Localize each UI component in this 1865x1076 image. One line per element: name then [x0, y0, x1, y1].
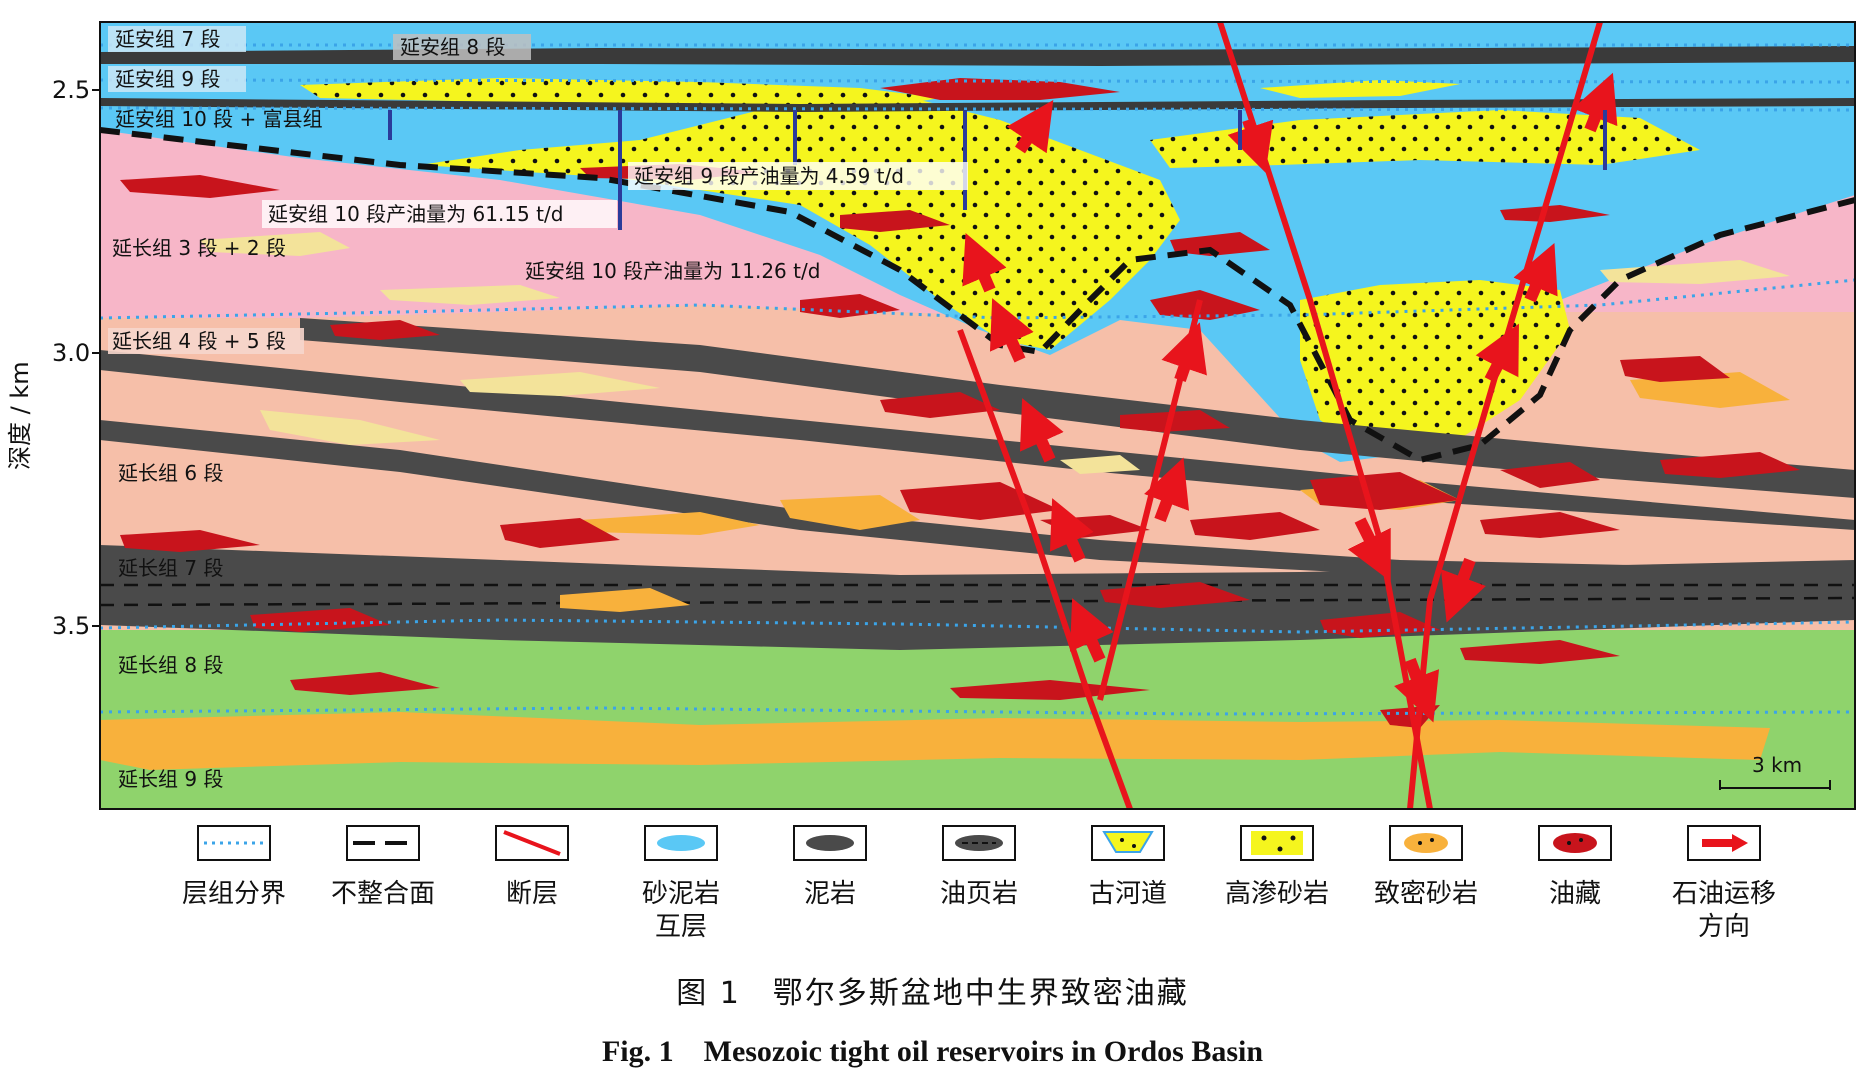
oil-reservoirs: [120, 78, 1800, 728]
section-frame: [99, 21, 1856, 810]
figure-caption-cn: 图 1 鄂尔多斯盆地中生界致密油藏: [676, 976, 1189, 1011]
legend-label-unconformity: 不整合面: [331, 879, 435, 909]
layer-label-yanan-7: 延安组 7 段: [115, 27, 220, 51]
mudstone-band-yanan8: [100, 46, 1855, 66]
migration-arrows: [962, 72, 1618, 723]
section-body: 延安组 7 段 延安组 8 段 延安组 9 段 延安组 10 段 + 富县组 延…: [100, 22, 1855, 809]
legend-high-perm: [1240, 825, 1314, 861]
legend-reservoir: [1538, 825, 1612, 861]
layer-label-yanchang-4-5: 延长组 4 段 + 5 段: [112, 329, 286, 353]
y-tick-3.5: 3.5: [52, 612, 90, 640]
legend-label-migration-2: 方向: [1698, 912, 1750, 942]
annotation-well-2: 延安组 9 段产油量为 4.59 t/d: [634, 164, 904, 188]
y-tick-2.5: 2.5: [52, 76, 90, 104]
legend-fault: [495, 825, 569, 861]
legend-label-high-perm: 高渗砂岩: [1225, 879, 1329, 909]
legend-label-migration: 石油运移: [1672, 879, 1776, 909]
y-axis-label: 深度 / km: [6, 361, 34, 470]
layer-label-yanchang-3-2: 延长组 3 段 + 2 段: [112, 236, 286, 260]
legend-label-sand-mud-2: 互层: [655, 912, 707, 942]
layer-label-yanan-9: 延安组 9 段: [115, 67, 220, 91]
annotation-well-3: 延安组 10 段产油量为 11.26 t/d: [525, 259, 820, 283]
oil-shale-dashes: [100, 583, 1855, 607]
layer-label-yanchang-6: 延长组 6 段: [118, 461, 223, 485]
legend-tight: [1389, 825, 1463, 861]
wells: [388, 110, 1607, 230]
figure-caption-en: Fig. 1 Mesozoic tight oil reservoirs in …: [601, 1035, 1264, 1068]
legend-label-tight: 致密砂岩: [1374, 879, 1478, 909]
legend-migration: [1687, 825, 1761, 861]
layer-label-yanchang-7: 延长组 7 段: [118, 556, 223, 580]
scale-bar-label: 3 km: [1752, 753, 1802, 777]
legend-label-reservoir: 油藏: [1549, 879, 1601, 909]
layer-label-yanchang-9: 延长组 9 段: [118, 767, 223, 791]
depth-axis: 2.5 3.0 3.5 深度 / km: [6, 76, 100, 640]
legend: 层组分界 不整合面 断层 砂泥岩 互层 泥岩 油页岩 古河道 高渗砂岩 致密砂岩…: [182, 825, 1776, 942]
pale-sand-lenses: [200, 232, 1790, 474]
unconformity-line: [100, 127, 1855, 464]
y-tick-3.0: 3.0: [52, 339, 90, 367]
legend-paleochannel: [1091, 825, 1165, 861]
annotation-well-1: 延安组 10 段产油量为 61.15 t/d: [268, 202, 563, 226]
legend-label-sand-mud: 砂泥岩: [642, 879, 720, 909]
legend-mudstone: [793, 825, 867, 861]
legend-label-mudstone: 泥岩: [804, 879, 856, 909]
yanan9-sand-east: [1260, 80, 1460, 98]
legend-sand-mud: [644, 825, 718, 861]
legend-label-oil-shale: 油页岩: [940, 879, 1018, 909]
layer-label-yanchang-8: 延长组 8 段: [118, 653, 223, 677]
legend-label-paleochannel: 古河道: [1089, 879, 1167, 909]
mudstone-band-yanan10: [100, 98, 1855, 112]
legend-boundary: [197, 825, 271, 861]
layer-label-yanan-8: 延安组 8 段: [400, 35, 505, 59]
legend-label-boundary: 层组分界: [182, 879, 286, 909]
legend-label-fault: 断层: [506, 879, 558, 909]
legend-oil-shale: [942, 825, 1016, 861]
legend-unconformity: [346, 825, 420, 861]
scale-bar: 3 km: [1719, 753, 1831, 790]
layer-label-yanan-10: 延安组 10 段 + 富县组: [115, 107, 323, 131]
